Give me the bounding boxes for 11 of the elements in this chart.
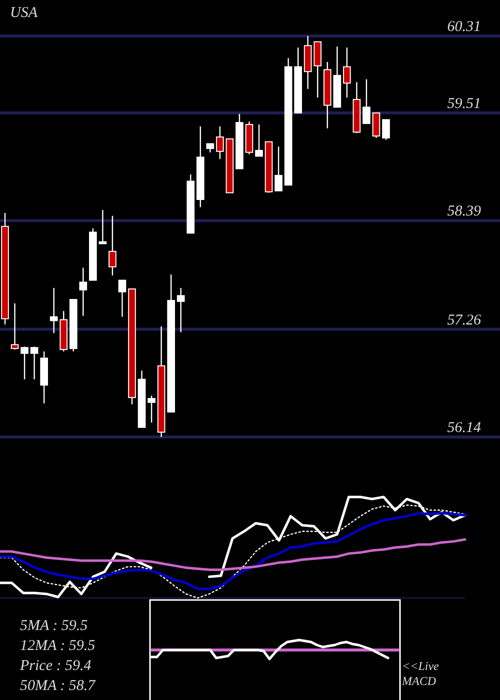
y-tick-label: 60.31 — [447, 19, 481, 35]
text: 50MA : 58.7 — [20, 678, 97, 694]
y-tick-label: 58.39 — [447, 204, 482, 220]
y-tick-label: 57.26 — [447, 312, 482, 328]
y-tick-label: 56.14 — [447, 420, 482, 436]
y-tick-label: 59.51 — [447, 96, 481, 112]
text: 12MA : 59.5 — [20, 638, 96, 654]
chart-title: USA — [10, 5, 38, 21]
text: <<Live MACD — [401, 659, 440, 688]
text: Price : 59.4 — [19, 658, 92, 674]
text: 5MA : 59.5 — [20, 618, 88, 634]
